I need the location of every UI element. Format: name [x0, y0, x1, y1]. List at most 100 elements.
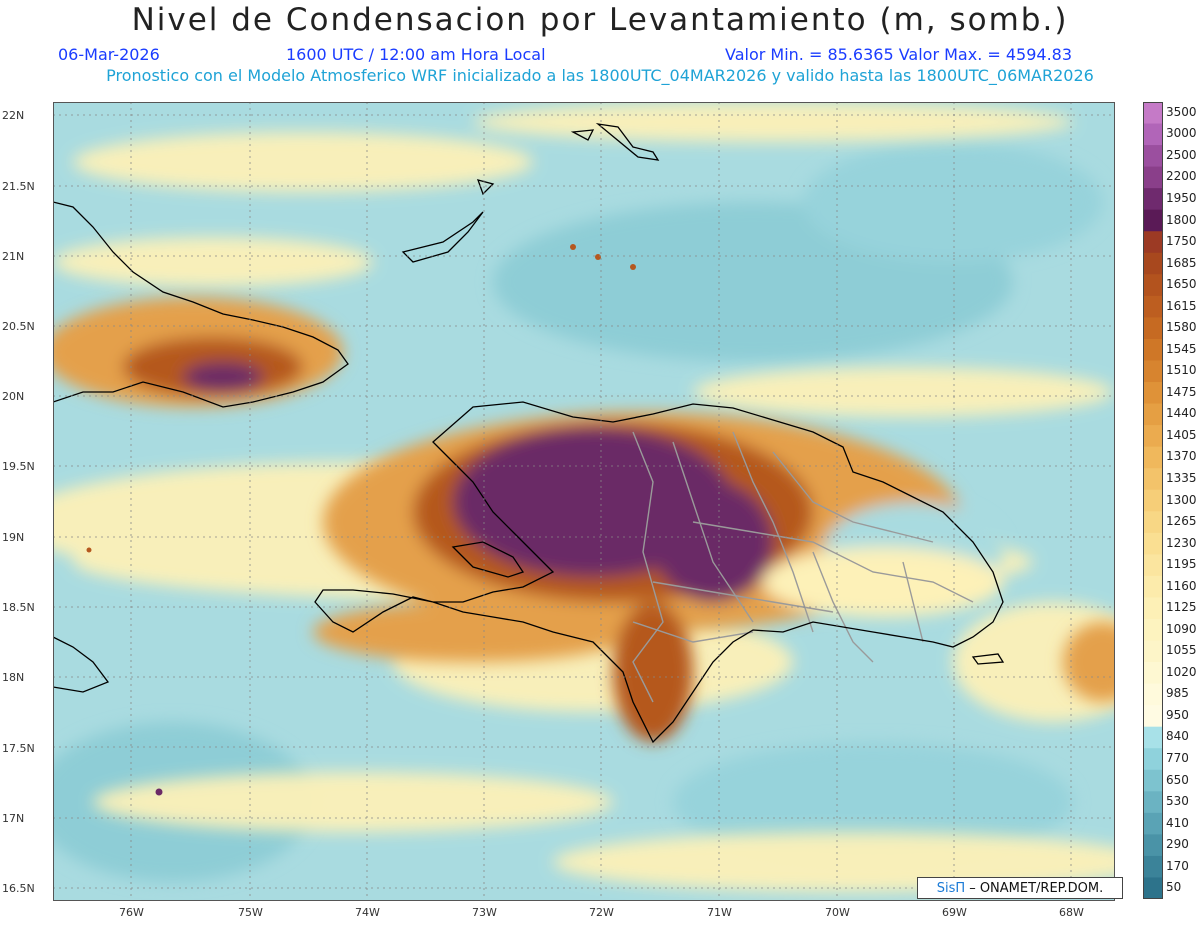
grid-lines — [53, 102, 1115, 901]
island-marker — [630, 264, 636, 270]
yellow-band — [953, 602, 1115, 722]
lon-label: 75W — [238, 906, 263, 919]
colorbar-label: 650 — [1166, 772, 1189, 787]
colorbar-border — [1143, 102, 1163, 899]
min-max-values: Valor Min. = 85.6365 Valor Max. = 4594.8… — [725, 45, 1073, 64]
colorbar-label: 3500 — [1166, 104, 1197, 119]
colorbar-label: 1370 — [1166, 449, 1197, 464]
colorbar-swatch — [1143, 489, 1163, 512]
island-marker — [86, 547, 92, 553]
colorbar-swatch — [1143, 683, 1163, 706]
yellow-band — [473, 102, 1073, 142]
east-yellow — [763, 547, 1003, 617]
colorbar-label: 1510 — [1166, 363, 1197, 378]
colorbar-swatch — [1143, 188, 1163, 211]
colorbar-label: 985 — [1166, 686, 1189, 701]
province-boundary — [632, 431, 664, 703]
colorbar-label: 50 — [1166, 880, 1182, 895]
hispaniola-purple — [653, 482, 773, 602]
colorbar-label: 1405 — [1166, 427, 1197, 442]
lon-label: 74W — [355, 906, 380, 919]
colorbar-swatch — [1143, 468, 1163, 491]
colorbar-swatch — [1143, 274, 1163, 297]
colorbar-swatch — [1143, 812, 1163, 835]
island-marker — [155, 788, 163, 796]
island-marker — [570, 244, 576, 250]
forecast-date: 06-Mar-2026 — [58, 45, 160, 64]
colorbar-swatch — [1143, 403, 1163, 426]
gonave-coastline — [451, 541, 525, 578]
colorbar-label: 530 — [1166, 794, 1189, 809]
lat-label: 18.5N — [2, 601, 35, 614]
colorbar-swatch — [1143, 511, 1163, 534]
colorbar-swatch — [1143, 123, 1163, 146]
colorbar-swatch — [1143, 338, 1163, 361]
colorbar-swatch — [1143, 446, 1163, 469]
colorbar-label: 1475 — [1166, 384, 1197, 399]
province-boundary — [812, 551, 874, 663]
colorbar-label: 2500 — [1166, 147, 1197, 162]
colorbar-label: 770 — [1166, 751, 1189, 765]
cuba-plume — [183, 362, 263, 392]
lat-label: 20.5N — [2, 320, 35, 333]
province-boundary — [692, 521, 974, 603]
colorbar-label: 1195 — [1166, 557, 1197, 572]
lon-label: 76W — [119, 906, 144, 919]
colorbar-swatch — [1143, 597, 1163, 620]
lon-label: 70W — [825, 906, 850, 919]
colorbar-label: 1650 — [1166, 277, 1197, 292]
yellow-band — [73, 132, 533, 192]
colorbar-label: 1160 — [1166, 578, 1197, 593]
lat-label: 19N — [2, 531, 25, 544]
yellow-band — [553, 832, 1115, 892]
model-subtitle: Pronostico con el Modelo Atmosferico WRF… — [106, 66, 1094, 85]
lon-label: 68W — [1059, 906, 1084, 919]
colorbar-label: 1750 — [1166, 234, 1197, 248]
province-boundary — [672, 441, 754, 623]
colorbar-label: 950 — [1166, 707, 1189, 722]
colorbar-label: 290 — [1166, 837, 1189, 852]
map-border — [53, 102, 1115, 901]
map-svg — [53, 102, 1115, 901]
credit-brand: SisΠ — [936, 880, 966, 896]
jamaica-coastline — [53, 636, 110, 693]
colorbar-label: 1440 — [1166, 406, 1197, 421]
lat-label: 22N — [2, 109, 25, 122]
province-boundary — [732, 431, 814, 633]
island-coastline — [401, 211, 484, 263]
colorbar-label: 1125 — [1166, 600, 1197, 615]
map-panel — [53, 102, 1115, 901]
colorbar-swatch — [1143, 317, 1163, 340]
colorbar-label: 1800 — [1166, 212, 1197, 227]
colorbar-swatch — [1143, 769, 1163, 792]
colorbar-swatch — [1143, 145, 1163, 168]
colorbar-label: 1265 — [1166, 514, 1197, 528]
colorbar-label: 840 — [1166, 729, 1189, 744]
colorbar-label: 170 — [1166, 858, 1189, 873]
colorbar-swatch — [1143, 618, 1163, 642]
lat-label: 18N — [2, 671, 25, 684]
lat-label: 21N — [2, 250, 25, 263]
colorbar-swatch — [1143, 662, 1163, 685]
colorbar-label: 1230 — [1166, 535, 1197, 550]
yellow-band — [693, 367, 1113, 417]
colorbar-swatch — [1143, 425, 1163, 448]
yellow-band — [53, 237, 373, 287]
credit-text: – ONAMET/REP.DOM. — [969, 880, 1104, 896]
island-coastline — [570, 129, 595, 141]
colorbar-label: 410 — [1166, 815, 1189, 830]
colorbar-label: 1545 — [1166, 341, 1197, 356]
lon-label: 72W — [589, 906, 614, 919]
province-boundary — [772, 451, 934, 543]
colorbar-label: 2200 — [1166, 169, 1197, 184]
colorbar-swatch — [1143, 855, 1163, 878]
colorbar-label: 1090 — [1166, 621, 1197, 636]
cuba-coastline — [53, 201, 349, 408]
sea-patch — [673, 742, 1073, 862]
colorbar-swatch — [1143, 726, 1163, 749]
lat-label: 21.5N — [2, 180, 35, 193]
island-marker — [595, 254, 601, 260]
sea-patch — [803, 142, 1103, 262]
colorbar-swatch — [1143, 575, 1163, 598]
colorbar-swatch — [1143, 209, 1163, 232]
